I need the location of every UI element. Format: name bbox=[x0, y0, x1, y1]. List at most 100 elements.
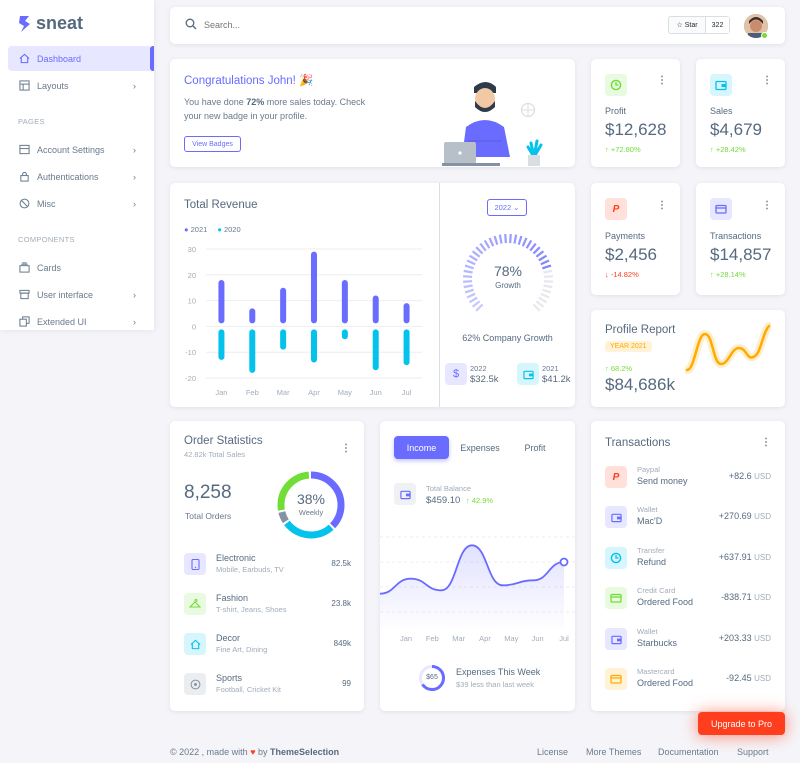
sales-card: ⋮ Sales $4,679 ↑ +28.42% bbox=[696, 59, 785, 167]
divider bbox=[439, 183, 440, 407]
category-value: 82.5k bbox=[331, 559, 351, 568]
chart-legend: ● 2021 ● 2020 bbox=[184, 225, 241, 234]
wallet-icon bbox=[517, 363, 539, 385]
gauge-tick bbox=[471, 300, 481, 308]
copy-icon bbox=[18, 316, 30, 328]
expenses-ring bbox=[419, 665, 445, 691]
view-badges-button[interactable]: View Badges bbox=[184, 136, 241, 152]
transaction-amount: +203.33 USD bbox=[718, 633, 771, 643]
upgrade-to-pro-button[interactable]: Upgrade to Pro bbox=[698, 712, 785, 735]
gauge-tick bbox=[509, 234, 512, 244]
home-icon bbox=[18, 53, 30, 65]
stat-label: Transactions bbox=[710, 231, 762, 241]
star-label: Star bbox=[684, 21, 698, 29]
legend-item: ● 2020 bbox=[217, 225, 241, 234]
transactions-card: Transactions ⋮ P Paypal Send money +82.6… bbox=[591, 421, 785, 711]
kebab-menu-icon[interactable]: ⋮ bbox=[761, 437, 771, 448]
github-star-button[interactable]: ☆ Star 322 bbox=[668, 16, 730, 34]
x-tick-label: Apr bbox=[479, 634, 491, 643]
year-badge: YEAR 2021 bbox=[605, 341, 652, 352]
dollar-icon: $ bbox=[445, 363, 467, 385]
x-tick-label: Feb bbox=[246, 388, 259, 397]
footer-link-license[interactable]: License bbox=[537, 747, 569, 757]
growth-percent: 78% bbox=[493, 263, 523, 279]
sidebar-item-label: Layouts bbox=[37, 80, 69, 91]
gauge-tick bbox=[513, 234, 518, 244]
transaction-name: Mac'D bbox=[637, 516, 663, 526]
sidebar-item-cards[interactable]: Cards bbox=[8, 255, 152, 280]
chevron-right-icon: › bbox=[133, 316, 136, 327]
transaction-row: Wallet Starbucks +203.33 USD bbox=[605, 626, 771, 652]
gauge-tick bbox=[466, 292, 476, 299]
order-stats-subtitle: 42.82k Total Sales bbox=[184, 450, 246, 459]
revenue-bar-chart: 30 20 10 0 -10 -20 Jan Feb Mar Apr May Jun Jul bbox=[185, 245, 422, 397]
bar-2021-Apr bbox=[311, 251, 317, 324]
footer-link-documentation[interactable]: Documentation bbox=[658, 747, 719, 757]
gauge-tick bbox=[532, 303, 541, 312]
gauge-tick bbox=[535, 250, 545, 258]
tab-expenses[interactable]: Expenses bbox=[460, 442, 500, 453]
sidebar-item-label: Account Settings bbox=[37, 144, 105, 155]
sidebar-section-header: PAGES bbox=[18, 117, 45, 126]
sidebar: sneat Dashboard Layouts › PAGES Account … bbox=[0, 0, 154, 330]
transaction-name: Starbucks bbox=[637, 638, 678, 648]
sidebar-item-dashboard[interactable]: Dashboard bbox=[8, 46, 152, 71]
sidebar-item-label: Dashboard bbox=[37, 53, 82, 64]
gauge-tick bbox=[540, 259, 550, 266]
chart-icon bbox=[605, 74, 627, 96]
kebab-menu-icon[interactable]: ⋮ bbox=[762, 200, 772, 211]
bar-2021-Jul bbox=[403, 303, 410, 324]
kebab-menu-icon[interactable]: ⋮ bbox=[762, 75, 772, 86]
sidebar-item-misc[interactable]: Misc › bbox=[8, 191, 152, 216]
sidebar-item-authentications[interactable]: Authentications › bbox=[8, 164, 152, 189]
balance-change: ↑ 42.9% bbox=[466, 496, 494, 505]
brand-logo[interactable]: sneat bbox=[18, 13, 83, 34]
profile-sparkline bbox=[685, 322, 771, 374]
category-value: 849k bbox=[333, 639, 351, 648]
income-line bbox=[380, 544, 565, 595]
income-card: Income Expenses Profit Total Balance $45… bbox=[380, 421, 575, 711]
footer-link-support[interactable]: Support bbox=[737, 747, 769, 757]
gauge-tick bbox=[475, 303, 484, 312]
x-tick-label: Jul bbox=[402, 388, 412, 397]
search-input[interactable] bbox=[204, 16, 504, 34]
list-item: Sports Football, Cricket Kit 99 bbox=[184, 673, 351, 699]
balance-label: Total Balance bbox=[426, 484, 472, 493]
growth-gauge bbox=[463, 234, 553, 312]
gauge-tick bbox=[468, 254, 478, 262]
kebab-menu-icon[interactable]: ⋮ bbox=[657, 75, 667, 86]
x-tick-label: May bbox=[504, 634, 518, 643]
category-sub: Football, Cricket Kit bbox=[216, 685, 282, 694]
chevron-down-icon: ⌄ bbox=[513, 203, 520, 212]
list-item: Electronic Mobile, Earbuds, TV 82.5k bbox=[184, 553, 351, 579]
tab-income[interactable]: Income bbox=[394, 436, 449, 459]
x-tick-label: Jan bbox=[215, 388, 227, 397]
gauge-tick bbox=[521, 237, 528, 247]
chevron-right-icon: › bbox=[133, 198, 136, 209]
kebab-menu-icon[interactable]: ⋮ bbox=[657, 200, 667, 211]
revenue-title: Total Revenue bbox=[184, 199, 258, 211]
star-icon: ☆ bbox=[676, 22, 683, 29]
gauge-tick bbox=[538, 296, 548, 304]
gauge-tick bbox=[532, 246, 541, 255]
congrats-title: Congratulations John! 🎉 bbox=[184, 75, 314, 87]
list-item: Fashion T-shirt, Jeans, Shoes 23.8k bbox=[184, 593, 351, 619]
transaction-name: Refund bbox=[637, 557, 667, 567]
gauge-tick bbox=[483, 239, 491, 249]
footer-brand-link[interactable]: ThemeSelection bbox=[270, 747, 340, 757]
sidebar-item-extended-ui[interactable]: Extended UI › bbox=[8, 309, 152, 334]
kebab-menu-icon[interactable]: ⋮ bbox=[341, 443, 351, 454]
gauge-tick bbox=[535, 300, 545, 308]
stat-change: ↑ +72.80% bbox=[605, 145, 641, 154]
stat-value: $14,857 bbox=[710, 245, 772, 264]
sidebar-item-user-interface[interactable]: User interface › bbox=[8, 282, 152, 307]
gauge-tick bbox=[542, 264, 552, 270]
footer-link-more-themes[interactable]: More Themes bbox=[586, 747, 642, 757]
profit-card: ⋮ Profit $12,628 ↑ +72.80% bbox=[591, 59, 680, 167]
tab-profit[interactable]: Profit bbox=[524, 442, 546, 453]
transaction-amount: -92.45 USD bbox=[726, 673, 771, 683]
sidebar-item-account-settings[interactable]: Account Settings › bbox=[8, 137, 152, 162]
year-select-button[interactable]: 2022 ⌄ bbox=[487, 199, 527, 216]
sidebar-item-layouts[interactable]: Layouts › bbox=[8, 73, 152, 98]
transaction-category: Paypal bbox=[637, 465, 660, 474]
